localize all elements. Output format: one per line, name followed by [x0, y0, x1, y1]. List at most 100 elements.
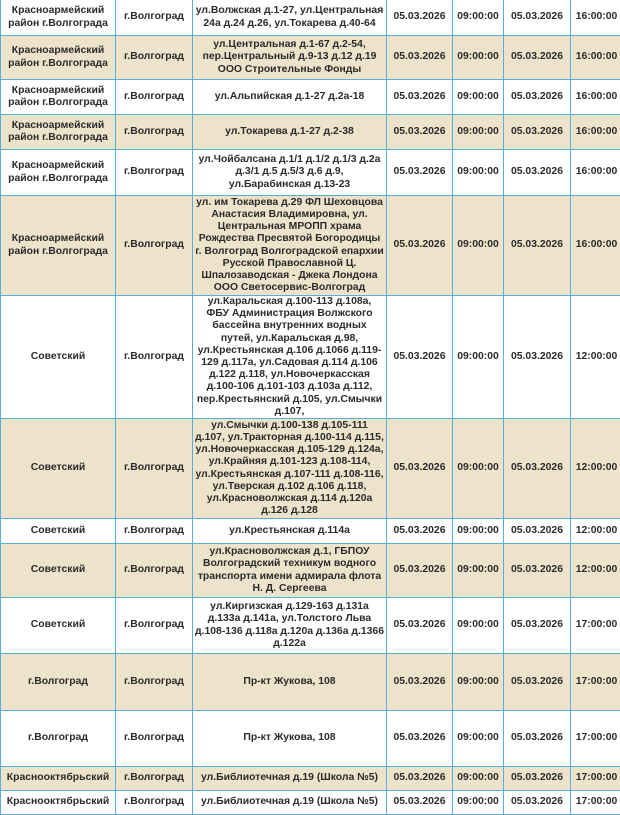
end-time-cell: 17:00:00 — [571, 598, 620, 654]
end-date-cell: 05.03.2026 — [504, 767, 571, 791]
address-cell: Пр-кт Жукова, 108 — [193, 711, 387, 767]
address-cell: ул. им Токарева д.29 ФЛ Шеховцова Анаста… — [193, 196, 387, 296]
address-cell: ул.Библиотечная д.19 (Школа №5) — [193, 767, 387, 791]
start-date-cell: 05.03.2026 — [387, 598, 453, 654]
start-time-cell: 09:00:00 — [453, 150, 504, 196]
start-date-cell: 05.03.2026 — [387, 654, 453, 711]
district-cell: Красноармейский район г.Волгограда — [1, 36, 116, 80]
start-time-cell: 09:00:00 — [453, 767, 504, 791]
start-date-cell: 05.03.2026 — [387, 711, 453, 767]
address-cell: ул.Крестьянская д.114а — [193, 519, 387, 544]
district-cell: Советский — [1, 519, 116, 544]
district-cell: Советский — [1, 419, 116, 519]
city-cell: г.Волгоград — [116, 196, 193, 296]
district-cell: Красноармейский район г.Волгограда — [1, 80, 116, 115]
end-date-cell: 05.03.2026 — [504, 115, 571, 150]
end-date-cell: 05.03.2026 — [504, 711, 571, 767]
start-date-cell: 05.03.2026 — [387, 767, 453, 791]
start-date-cell: 05.03.2026 — [387, 419, 453, 519]
start-date-cell: 05.03.2026 — [387, 519, 453, 544]
city-cell: г.Волгоград — [116, 598, 193, 654]
end-time-cell: 16:00:00 — [571, 0, 620, 36]
start-time-cell: 09:00:00 — [453, 115, 504, 150]
end-time-cell: 16:00:00 — [571, 36, 620, 80]
city-cell: г.Волгоград — [116, 80, 193, 115]
start-date-cell: 05.03.2026 — [387, 150, 453, 196]
end-time-cell: 17:00:00 — [571, 767, 620, 791]
end-date-cell: 05.03.2026 — [504, 419, 571, 519]
city-cell: г.Волгоград — [116, 711, 193, 767]
start-time-cell: 09:00:00 — [453, 419, 504, 519]
end-time-cell: 16:00:00 — [571, 80, 620, 115]
district-cell: Красноармейский район г.Волгограда — [1, 0, 116, 36]
end-date-cell: 05.03.2026 — [504, 150, 571, 196]
end-time-cell: 16:00:00 — [571, 150, 620, 196]
address-cell: ул.Альпийская д.1-27 д.2а-18 — [193, 80, 387, 115]
district-cell: Красноармейский район г.Волгограда — [1, 196, 116, 296]
end-date-cell: 05.03.2026 — [504, 36, 571, 80]
start-time-cell: 09:00:00 — [453, 791, 504, 815]
address-cell: ул.Смычки д.100-138 д.105-111 д.107, ул.… — [193, 419, 387, 519]
city-cell: г.Волгоград — [116, 791, 193, 815]
district-cell: Краснооктябрьский — [1, 791, 116, 815]
address-cell: ул.Библиотечная д.19 (Школа №5) — [193, 791, 387, 815]
end-date-cell: 05.03.2026 — [504, 296, 571, 419]
start-date-cell: 05.03.2026 — [387, 791, 453, 815]
address-cell: ул.Токарева д.1-27 д.2-38 — [193, 115, 387, 150]
end-time-cell: 17:00:00 — [571, 791, 620, 815]
start-time-cell: 09:00:00 — [453, 80, 504, 115]
district-cell: Советский — [1, 296, 116, 419]
start-time-cell: 09:00:00 — [453, 519, 504, 544]
start-date-cell: 05.03.2026 — [387, 80, 453, 115]
city-cell: г.Волгоград — [116, 544, 193, 598]
city-cell: г.Волгоград — [116, 150, 193, 196]
end-time-cell: 17:00:00 — [571, 654, 620, 711]
city-cell: г.Волгоград — [116, 36, 193, 80]
end-time-cell: 16:00:00 — [571, 196, 620, 296]
district-cell: Красноармейский район г.Волгограда — [1, 150, 116, 196]
district-cell: Советский — [1, 544, 116, 598]
end-time-cell: 16:00:00 — [571, 115, 620, 150]
district-cell: г.Волгоград — [1, 711, 116, 767]
start-date-cell: 05.03.2026 — [387, 544, 453, 598]
end-date-cell: 05.03.2026 — [504, 791, 571, 815]
end-date-cell: 05.03.2026 — [504, 519, 571, 544]
end-time-cell: 12:00:00 — [571, 296, 620, 419]
end-time-cell: 12:00:00 — [571, 519, 620, 544]
city-cell: г.Волгоград — [116, 419, 193, 519]
end-date-cell: 05.03.2026 — [504, 544, 571, 598]
city-cell: г.Волгоград — [116, 115, 193, 150]
end-time-cell: 12:00:00 — [571, 419, 620, 519]
start-time-cell: 09:00:00 — [453, 598, 504, 654]
end-date-cell: 05.03.2026 — [504, 80, 571, 115]
start-time-cell: 09:00:00 — [453, 544, 504, 598]
end-date-cell: 05.03.2026 — [504, 654, 571, 711]
address-cell: ул.Чойбалсана д.1/1 д.1/2 д.1/3 д.2а д.3… — [193, 150, 387, 196]
start-time-cell: 09:00:00 — [453, 711, 504, 767]
city-cell: г.Волгоград — [116, 654, 193, 711]
city-cell: г.Волгоград — [116, 519, 193, 544]
address-cell: ул.Центральная д.1-67 д.2-54, пер.Центра… — [193, 36, 387, 80]
start-time-cell: 09:00:00 — [453, 296, 504, 419]
address-cell: Пр-кт Жукова, 108 — [193, 654, 387, 711]
city-cell: г.Волгоград — [116, 767, 193, 791]
district-cell: Советский — [1, 598, 116, 654]
address-cell: ул.Каральская д.100-113 д.108а, ФБУ Адми… — [193, 296, 387, 419]
end-date-cell: 05.03.2026 — [504, 598, 571, 654]
start-date-cell: 05.03.2026 — [387, 115, 453, 150]
